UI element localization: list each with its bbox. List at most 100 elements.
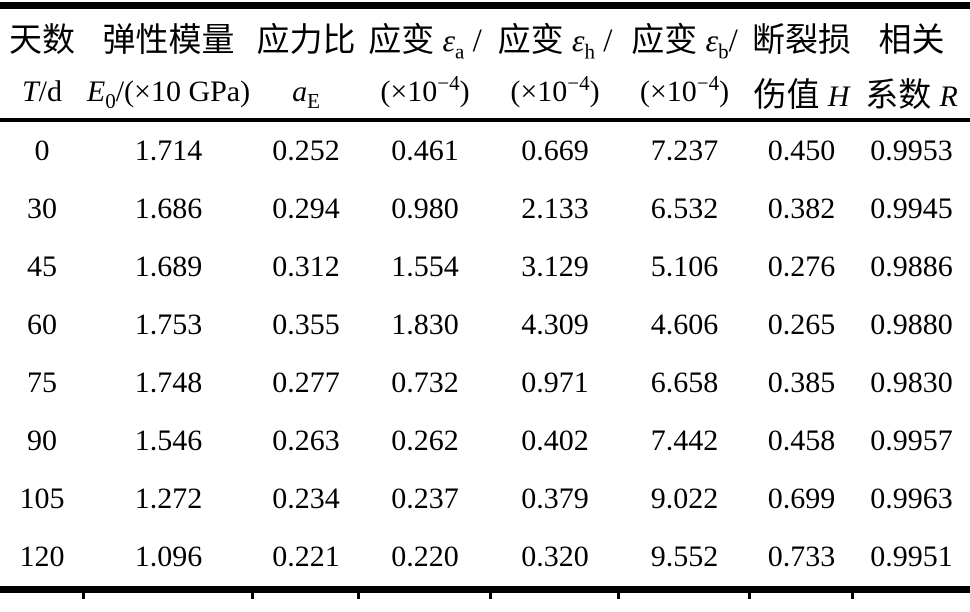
table-row: 0 1.714 0.252 0.461 0.669 7.237 0.450 0.9953 <box>0 120 970 180</box>
table-cell: 4.606 <box>650 308 719 341</box>
table-cell: 0.669 <box>521 134 589 167</box>
stress-ratio-symbol: a <box>292 74 308 108</box>
col-header-correlation-bottom: 系数 R <box>853 65 970 122</box>
damage-label-line1: 断裂损 <box>752 23 851 59</box>
strain-h-slash: / <box>594 23 613 59</box>
damage-symbol: H <box>827 79 850 113</box>
strain-b-label: 应变 <box>631 23 706 59</box>
table-cell: 0.252 <box>272 134 340 167</box>
column-boundary-tick <box>851 586 854 599</box>
table-bottom-rule <box>0 586 970 599</box>
table-cell: 0.263 <box>272 424 340 457</box>
table-cell: 0.262 <box>391 424 459 457</box>
column-boundary-tick <box>357 586 360 599</box>
table-cell: 1.686 <box>134 192 203 225</box>
strain-b-subscript: b <box>718 39 729 64</box>
epsilon-h-symbol: ε <box>571 22 585 58</box>
strain-h-unit-pre: (×10 <box>510 74 568 108</box>
col-header-damage-bottom: 伤值 H <box>750 65 853 122</box>
strain-b-unit-exponent: −4 <box>696 70 720 95</box>
table-cell: 7.237 <box>650 134 719 167</box>
table-cell: 0.980 <box>391 192 459 225</box>
strain-a-unit-pre: (×10 <box>380 74 438 108</box>
table-cell: 9.552 <box>650 540 719 573</box>
col-header-strain-b-unit: (×10−4) <box>619 65 750 122</box>
table-cell: 0.220 <box>391 540 459 573</box>
epsilon-b-symbol: ε <box>705 22 719 58</box>
strain-h-unit-post: ) <box>589 74 600 108</box>
table-cell: 0.9963 <box>870 482 953 515</box>
strain-a-slash: / <box>464 23 482 59</box>
table-cell: 1.554 <box>391 250 459 283</box>
table-cell: 45 <box>27 250 57 283</box>
table-cell: 1.096 <box>134 540 203 573</box>
modulus-subscript: 0 <box>105 88 116 113</box>
strain-a-subscript: a <box>455 39 465 64</box>
strain-b-unit-pre: (×10 <box>639 74 697 108</box>
table-cell: 2.133 <box>521 192 589 225</box>
strain-a-label: 应变 <box>368 23 443 59</box>
table-cell: 0.265 <box>767 308 836 341</box>
strain-a-unit-post: ) <box>459 74 470 108</box>
col-header-strain-h-unit: (×10−4) <box>491 65 619 122</box>
correlation-label-line2: 系数 <box>865 77 940 114</box>
table-row: 120 1.096 0.221 0.220 0.320 9.552 0.733 0.9951 <box>0 528 970 586</box>
col-header-modulus-unit: E0/(×10 GPa) <box>84 65 253 122</box>
epsilon-a-symbol: ε <box>442 22 456 58</box>
header-row-2: T/d E0/(×10 GPa) aE (×10−4) (×10−4) (×10… <box>0 65 970 122</box>
strain-h-subscript: h <box>584 39 595 64</box>
table-cell: 3.129 <box>521 250 589 283</box>
table-cell: 7.442 <box>650 424 719 457</box>
table-cell: 105 <box>19 482 65 515</box>
days-label: 天数 <box>9 23 75 59</box>
table-cell: 0.9957 <box>870 424 953 457</box>
strain-b-unit-post: ) <box>719 74 730 108</box>
table-cell: 0.234 <box>272 482 340 515</box>
table-cell: 6.658 <box>650 366 719 399</box>
col-header-days-unit: T/d <box>0 65 84 122</box>
stress-ratio-label: 应力比 <box>256 23 356 59</box>
days-unit: /d <box>38 74 63 108</box>
table-row: 60 1.753 0.355 1.830 4.309 4.606 0.265 0.9880 <box>0 296 970 354</box>
table-cell: 0.733 <box>767 540 836 573</box>
header-row-1: 天数 弹性模量 应力比 应变 εa / 应变 εh / 应变 εb/ 断裂损 相… <box>0 6 970 66</box>
stress-ratio-subscript: E <box>307 88 320 113</box>
modulus-label: 弹性模量 <box>102 23 235 59</box>
table-cell: 6.532 <box>650 192 719 225</box>
col-header-strain-a-unit: (×10−4) <box>359 65 491 122</box>
table-cell: 30 <box>27 192 57 225</box>
column-boundary-tick <box>617 586 620 599</box>
col-header-stress-ratio-symbol: aE <box>253 65 359 122</box>
correlation-label-line1: 相关 <box>878 23 945 59</box>
table-cell: 0.402 <box>521 424 589 457</box>
col-header-strain-h-top: 应变 εh / <box>491 6 619 66</box>
col-header-stress-ratio-top: 应力比 <box>253 6 359 66</box>
table-cell: 75 <box>27 366 57 399</box>
table-cell: 0.9951 <box>870 540 953 573</box>
col-header-days-top: 天数 <box>0 6 84 66</box>
table-cell: 120 <box>19 540 65 573</box>
modulus-symbol: E <box>86 74 106 108</box>
table-row: 90 1.546 0.263 0.262 0.402 7.442 0.458 0.9957 <box>0 412 970 470</box>
strain-h-unit-exponent: −4 <box>567 70 590 95</box>
table-row: 75 1.748 0.277 0.732 0.971 6.658 0.385 0.9830 <box>0 354 970 412</box>
table-cell: 0 <box>34 134 50 167</box>
table-row: 45 1.689 0.312 1.554 3.129 5.106 0.276 0.9886 <box>0 238 970 296</box>
col-header-modulus-top: 弹性模量 <box>84 6 253 66</box>
table-cell: 0.9953 <box>870 134 953 167</box>
correlation-symbol: R <box>939 79 958 113</box>
table-cell: 0.237 <box>391 482 459 515</box>
table-cell: 1.753 <box>134 308 203 341</box>
table-cell: 9.022 <box>650 482 719 515</box>
column-boundary-tick <box>748 586 751 599</box>
table-header: 天数 弹性模量 应力比 应变 εa / 应变 εh / 应变 εb/ 断裂损 相… <box>0 6 970 122</box>
table-cell: 0.355 <box>272 308 340 341</box>
column-boundary-tick <box>82 586 85 599</box>
table-cell: 1.714 <box>134 134 203 167</box>
table-cell: 1.546 <box>134 424 203 457</box>
table-cell: 0.450 <box>767 134 836 167</box>
table-cell: 0.461 <box>391 134 459 167</box>
table-cell: 0.379 <box>521 482 589 515</box>
strain-h-label: 应变 <box>497 23 572 59</box>
